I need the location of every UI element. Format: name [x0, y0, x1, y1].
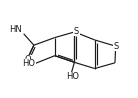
Text: HO: HO — [67, 72, 79, 81]
Text: HN: HN — [9, 25, 22, 34]
Text: O: O — [24, 55, 31, 64]
Text: HO: HO — [23, 59, 36, 68]
Text: S: S — [113, 42, 118, 51]
Text: S: S — [74, 27, 79, 36]
